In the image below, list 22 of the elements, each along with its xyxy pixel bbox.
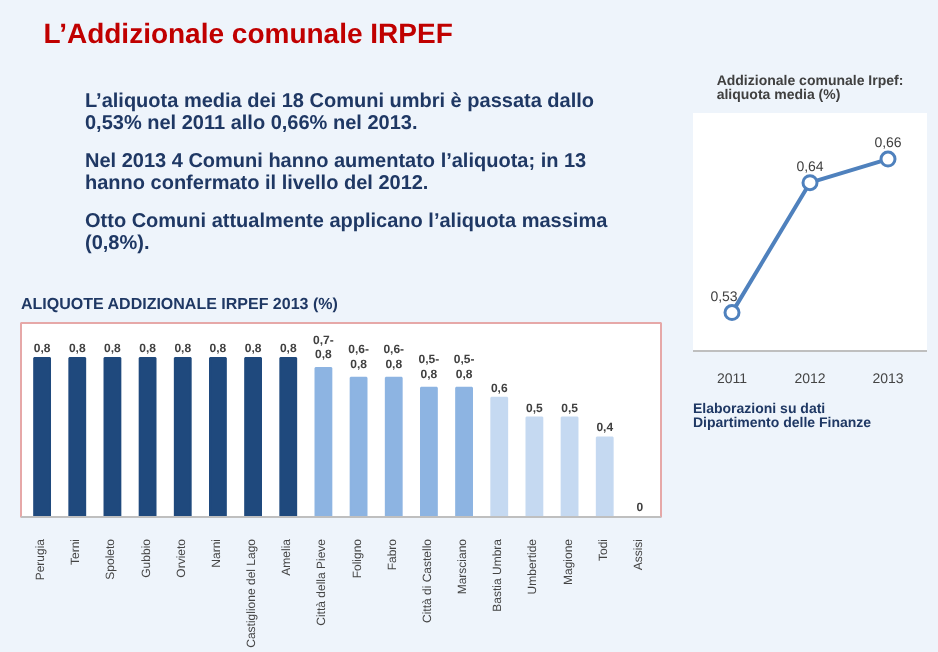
bar bbox=[314, 366, 333, 517]
text: Nel 2013 4 Comuni hanno aumentato l’aliquota; in 13 hanno confermato il livello del 2012. bbox=[85, 151, 588, 195]
bar bbox=[490, 396, 509, 517]
bar bbox=[420, 386, 438, 517]
text: Otto Comuni attualmente applicano l’aliquota massima (0,8%). bbox=[85, 211, 609, 255]
text: L’aliquota media dei 18 Comuni umbri è passata dallo 0,53% nel 2011 allo 0,66% nel 2013. bbox=[85, 91, 595, 135]
bar bbox=[103, 356, 122, 517]
bar bbox=[68, 356, 87, 517]
bar bbox=[33, 356, 52, 517]
text: L’Addizionale comunale IRPEF bbox=[43, 17, 454, 49]
bar bbox=[384, 376, 403, 517]
bar bbox=[595, 436, 614, 517]
bar bbox=[279, 356, 298, 517]
bar bbox=[349, 376, 368, 517]
bar bbox=[525, 416, 544, 517]
bar bbox=[244, 356, 262, 517]
bar bbox=[560, 416, 579, 517]
bar bbox=[138, 356, 157, 517]
bar bbox=[173, 356, 192, 517]
bar bbox=[455, 386, 473, 517]
chart-title: ALIQUOTE ADDIZIONALE IRPEF 2013 (%) bbox=[21, 295, 339, 313]
bar bbox=[209, 356, 227, 517]
